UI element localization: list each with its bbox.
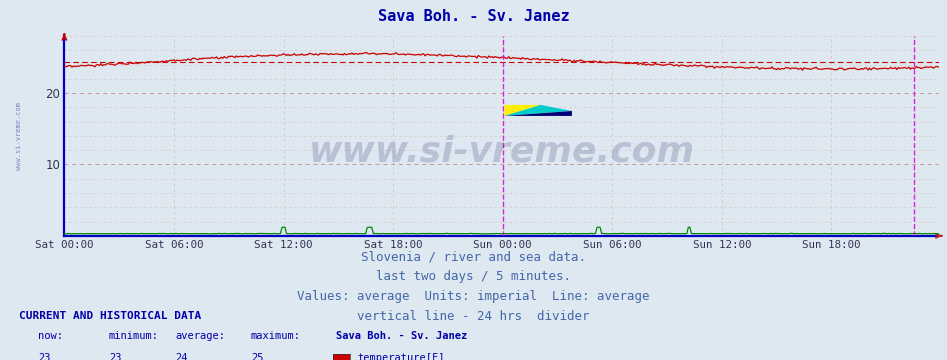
Text: last two days / 5 minutes.: last two days / 5 minutes. <box>376 270 571 283</box>
Text: average:: average: <box>175 331 225 341</box>
Text: 23: 23 <box>38 353 50 360</box>
Text: 23: 23 <box>109 353 121 360</box>
Text: minimum:: minimum: <box>109 331 159 341</box>
Text: Sava Boh. - Sv. Janez: Sava Boh. - Sv. Janez <box>336 331 468 341</box>
Polygon shape <box>505 105 572 116</box>
Text: Slovenia / river and sea data.: Slovenia / river and sea data. <box>361 250 586 263</box>
Text: vertical line - 24 hrs  divider: vertical line - 24 hrs divider <box>357 310 590 323</box>
Text: www.si-vreme.com: www.si-vreme.com <box>309 135 695 169</box>
Text: 25: 25 <box>251 353 263 360</box>
Text: now:: now: <box>38 331 63 341</box>
Text: CURRENT AND HISTORICAL DATA: CURRENT AND HISTORICAL DATA <box>19 311 201 321</box>
Text: Values: average  Units: imperial  Line: average: Values: average Units: imperial Line: av… <box>297 290 650 303</box>
Polygon shape <box>505 105 541 116</box>
Text: temperature[F]: temperature[F] <box>357 353 444 360</box>
Text: 24: 24 <box>175 353 188 360</box>
Polygon shape <box>505 111 572 116</box>
Text: maximum:: maximum: <box>251 331 301 341</box>
Text: Sava Boh. - Sv. Janez: Sava Boh. - Sv. Janez <box>378 9 569 24</box>
Text: www.si-vreme.com: www.si-vreme.com <box>16 102 22 170</box>
